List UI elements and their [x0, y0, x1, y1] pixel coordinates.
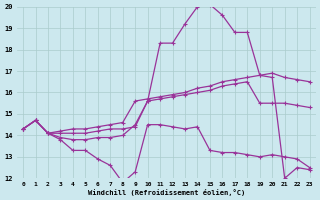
X-axis label: Windchill (Refroidissement éolien,°C): Windchill (Refroidissement éolien,°C)	[88, 189, 245, 196]
